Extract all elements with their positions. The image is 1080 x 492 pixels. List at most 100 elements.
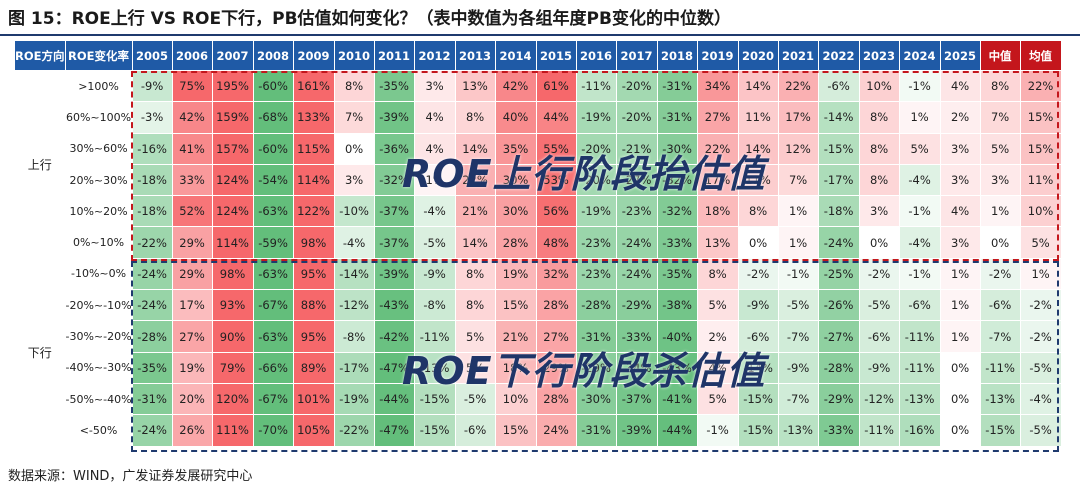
roe-range-cell: -40%~-30% — [64, 351, 133, 384]
column-header: 2011 — [373, 40, 415, 71]
pb-change-value-cell: -15% — [737, 382, 779, 416]
pb-change-value-cell: -29% — [615, 289, 658, 322]
pb-change-value-cell: -30% — [656, 132, 698, 165]
pb-change-value-cell: 10% — [1019, 195, 1062, 228]
pb-change-value-cell: 13% — [454, 69, 496, 103]
pb-change-value-cell: 120% — [211, 382, 254, 416]
pb-change-value-cell: 3% — [939, 226, 981, 259]
pb-change-value-cell: -31% — [656, 101, 698, 134]
pb-change-value-cell: -6% — [898, 289, 941, 322]
column-header: 2015 — [535, 40, 577, 71]
pb-change-value-cell: 5% — [898, 132, 941, 165]
pb-change-value-cell: 0% — [939, 351, 981, 384]
pb-change-value-cell: -32% — [656, 163, 698, 197]
pb-change-value-cell: -18% — [131, 163, 173, 197]
pb-change-value-cell: 11% — [1019, 163, 1062, 197]
pb-change-value-cell: -35% — [656, 257, 698, 291]
pb-change-value-cell: 0% — [939, 382, 981, 416]
pb-change-value-cell: 17% — [171, 289, 213, 322]
pb-change-value-cell: 1% — [777, 226, 819, 259]
pb-change-value-cell: -35% — [373, 69, 415, 103]
roe-range-cell: <-50% — [64, 414, 133, 447]
column-header: 2013 — [454, 40, 496, 71]
pb-change-value-cell: 1% — [1019, 257, 1062, 291]
roe-range-cell: -20%~-10% — [64, 289, 133, 322]
pb-change-value-cell: -19% — [575, 101, 617, 134]
pb-change-value-cell: -23% — [615, 195, 658, 228]
pb-change-value-cell: -9% — [737, 289, 779, 322]
pb-change-value-cell: -13% — [898, 382, 941, 416]
roe-range-cell: -50%~-40% — [64, 382, 133, 416]
pb-change-value-cell: 21% — [454, 195, 496, 228]
pb-change-value-cell: 1% — [979, 195, 1021, 228]
pb-change-value-cell: -15% — [817, 132, 860, 165]
pb-change-value-cell: -24% — [131, 414, 173, 447]
column-header: 2021 — [777, 40, 819, 71]
pb-change-value-cell: -15% — [413, 414, 456, 447]
pb-change-value-cell: 35% — [494, 132, 537, 165]
pb-change-value-cell: 22% — [1019, 69, 1062, 103]
pb-change-value-cell: 114% — [292, 163, 335, 197]
column-header: 2024 — [898, 40, 941, 71]
pb-change-value-cell: -37% — [373, 226, 415, 259]
pb-change-value-cell: -25% — [817, 257, 860, 291]
pb-change-value-cell: -47% — [373, 414, 415, 447]
column-header: 2023 — [858, 40, 900, 71]
pb-change-value-cell: 18% — [696, 195, 739, 228]
pb-change-value-cell: -38% — [656, 289, 698, 322]
pb-change-value-cell: -5% — [1019, 414, 1062, 447]
pb-change-value-cell: -4% — [898, 163, 941, 197]
pb-change-value-cell: -9% — [413, 257, 456, 291]
column-header: 2008 — [252, 40, 294, 71]
pb-change-value-cell: 42% — [171, 101, 213, 134]
pb-change-value-cell: 3% — [413, 69, 456, 103]
pb-change-value-cell: 22% — [696, 132, 739, 165]
pb-change-value-cell: -33% — [615, 320, 658, 353]
pb-change-value-cell: 44% — [535, 101, 577, 134]
pb-change-value-cell: 19% — [171, 351, 213, 384]
pb-change-value-cell: 52% — [171, 195, 213, 228]
pb-change-value-cell: 7% — [777, 163, 819, 197]
pb-change-value-cell: 8% — [979, 69, 1021, 103]
column-header: 2010 — [333, 40, 375, 71]
pb-change-value-cell: 28% — [494, 226, 537, 259]
pb-change-value-cell: -12% — [858, 382, 900, 416]
pb-change-value-cell: 29% — [535, 351, 577, 384]
pb-change-value-cell: -11% — [413, 320, 456, 353]
pb-change-value-cell: -6% — [979, 289, 1021, 322]
pb-change-value-cell: 15% — [494, 289, 537, 322]
table-row: -30%~-20% -28% 27% 90% -63% 95% -8% -42% -11% 5% 2… — [15, 320, 1062, 353]
pb-change-value-cell: 48% — [535, 226, 577, 259]
pb-change-value-cell: 26% — [171, 414, 213, 447]
pb-change-value-cell: 195% — [211, 69, 254, 103]
pb-change-value-cell: 2% — [696, 320, 739, 353]
pb-change-value-cell: 8% — [454, 289, 496, 322]
pb-change-value-cell: -20% — [615, 69, 658, 103]
pb-change-value-cell: -20% — [615, 101, 658, 134]
pb-change-value-cell: -20% — [575, 163, 617, 197]
pb-change-value-cell: -1% — [898, 195, 941, 228]
pb-change-value-cell: 0% — [333, 132, 375, 165]
pb-change-value-cell: 157% — [211, 132, 254, 165]
pb-change-value-cell: 12% — [777, 132, 819, 165]
pb-change-value-cell: -2% — [858, 257, 900, 291]
pb-change-value-cell: 19% — [494, 257, 537, 291]
pb-change-value-cell: -32% — [373, 163, 415, 197]
pb-change-value-cell: -14% — [333, 257, 375, 291]
pb-change-value-cell: -27% — [615, 163, 658, 197]
pb-change-value-cell: -13% — [979, 382, 1021, 416]
pb-change-value-cell: -14% — [817, 101, 860, 134]
pb-change-value-cell: 0% — [737, 226, 779, 259]
pb-change-value-cell: 22% — [454, 163, 496, 197]
pb-change-value-cell: -30% — [575, 382, 617, 416]
roe-range-cell: >100% — [64, 69, 133, 103]
pb-change-value-cell: -11% — [898, 320, 941, 353]
pb-change-value-cell: -4% — [1019, 382, 1062, 416]
pb-change-value-cell: -35% — [131, 351, 173, 384]
pb-change-value-cell: 1% — [939, 289, 981, 322]
pb-change-value-cell: -47% — [373, 351, 415, 384]
pb-change-value-cell: -8% — [333, 320, 375, 353]
pb-change-value-cell: 14% — [737, 69, 779, 103]
pb-change-value-cell: -2% — [1019, 320, 1062, 353]
pb-change-value-cell: 159% — [211, 101, 254, 134]
